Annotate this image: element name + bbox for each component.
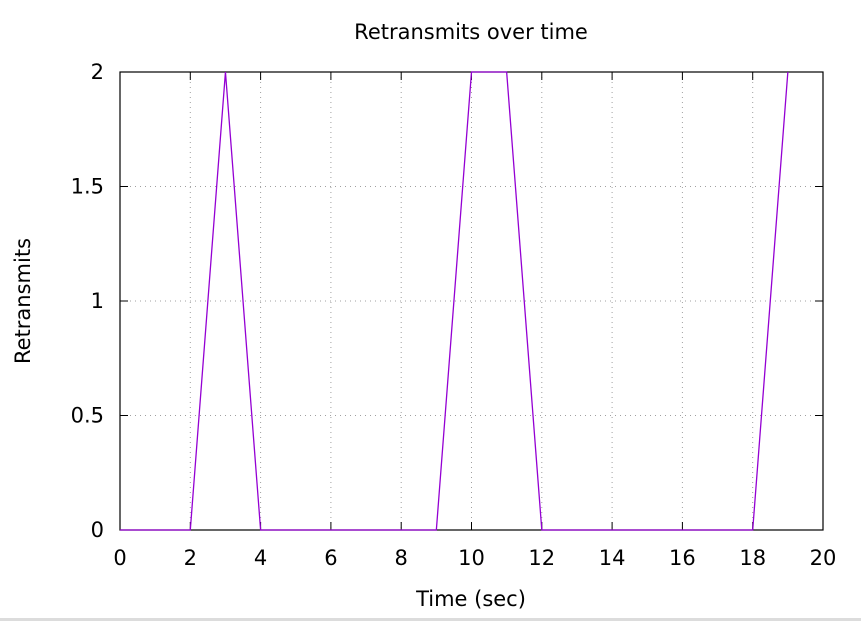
x-tick-label: 14: [599, 546, 626, 570]
x-tick-label: 4: [254, 546, 267, 570]
x-tick-label: 2: [184, 546, 197, 570]
x-tick-label: 6: [324, 546, 337, 570]
y-tick-label: 2: [91, 60, 104, 84]
x-tick-label: 0: [113, 546, 126, 570]
chart-title: Retransmits over time: [354, 20, 588, 44]
series-line: [120, 71, 789, 531]
tick-labels: 0 2 4 6 8 10 12 14 16 18 20 0 0.5 1 1.5 2: [71, 60, 837, 570]
y-tick-label: 0.5: [71, 404, 104, 428]
x-tick-label: 18: [739, 546, 766, 570]
y-tick-label: 1: [91, 289, 104, 313]
x-tick-label: 10: [458, 546, 485, 570]
y-tick-label: 1.5: [71, 175, 104, 199]
y-axis-label: Retransmits: [11, 238, 35, 364]
bottom-border: [0, 618, 861, 621]
x-tick-label: 16: [669, 546, 696, 570]
x-axis-label: Time (sec): [415, 587, 526, 611]
grid: [120, 72, 823, 530]
x-tick-label: 12: [528, 546, 555, 570]
y-tick-label: 0: [91, 518, 104, 542]
x-tick-label: 20: [810, 546, 837, 570]
series-layer: [120, 71, 789, 531]
x-tick-label: 8: [395, 546, 408, 570]
